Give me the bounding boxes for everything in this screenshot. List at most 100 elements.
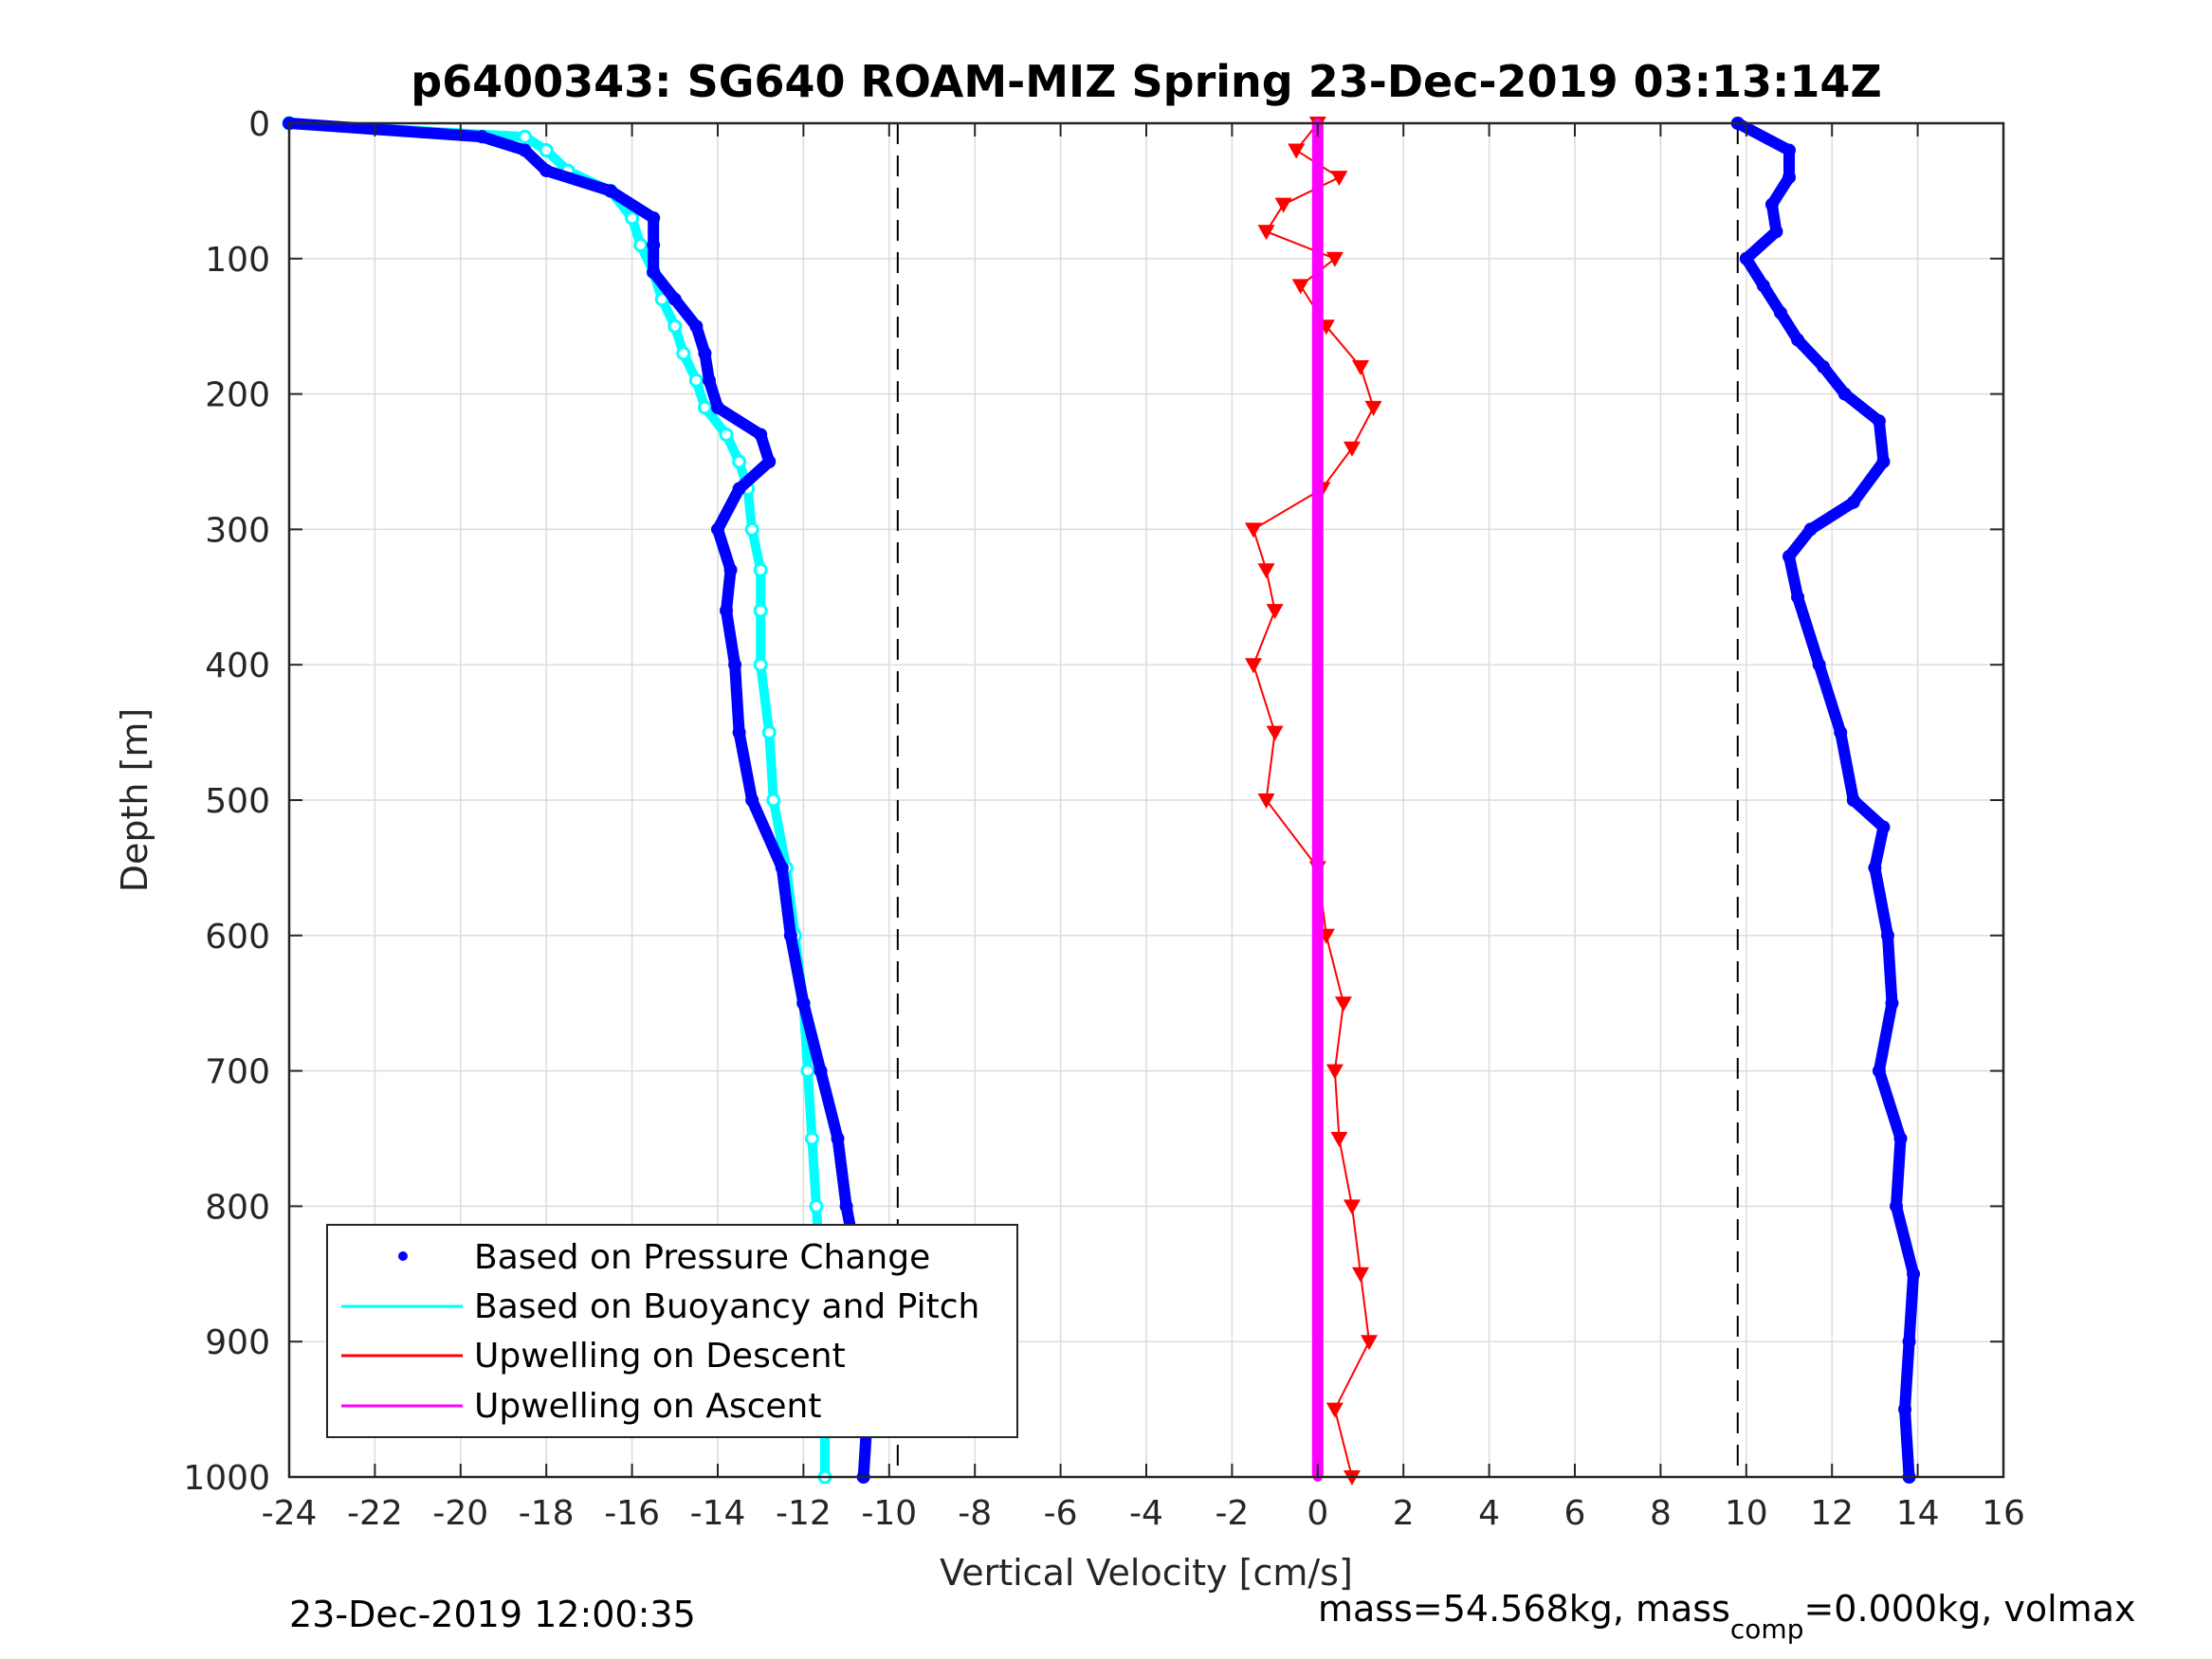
data-point [1739, 251, 1753, 265]
data-point [1274, 197, 1292, 213]
footer-mass-sub: comp [1730, 1613, 1804, 1645]
y-tick-label: 200 [205, 376, 270, 415]
data-point [1769, 225, 1783, 239]
data-point [697, 400, 712, 415]
series-layer [282, 116, 1921, 1486]
x-tick-label: -4 [1129, 1494, 1163, 1533]
chart-title: p6400343: SG640 ROAM-MIZ Spring 23-Dec-2… [411, 56, 1882, 107]
data-point [1257, 225, 1275, 241]
y-tick-label: 300 [205, 511, 270, 550]
data-point [1756, 279, 1770, 293]
y-tick-label: 900 [205, 1323, 270, 1362]
data-point [688, 373, 704, 388]
data-point [1872, 414, 1886, 428]
x-tick-label: 16 [1982, 1494, 2025, 1533]
data-point [775, 861, 789, 875]
legend-label-upwelling-descent: Upwelling on Descent [474, 1337, 846, 1376]
data-point [753, 562, 768, 577]
x-tick-label: -10 [861, 1494, 917, 1533]
data-point [1257, 563, 1275, 579]
data-point [1880, 928, 1894, 942]
data-point [1876, 455, 1891, 468]
x-tick-label: 0 [1307, 1494, 1328, 1533]
data-point [518, 143, 532, 157]
x-tick-label: 6 [1564, 1494, 1586, 1533]
ticks: -24 -22 -20 -18 -16 -14 -12 -10 -8 -6 -4 -2 0 2 4 6 8 10 1… [183, 105, 2025, 1533]
data-point [647, 265, 661, 280]
data-point [1334, 996, 1352, 1012]
footer-mass: mass=54.568kg, masscomp=0.000kg, volmax [1318, 1588, 2135, 1645]
data-point [732, 482, 746, 496]
data-point [1352, 1267, 1369, 1283]
data-point [1782, 549, 1796, 563]
data-point [1872, 1064, 1886, 1078]
data-point [1343, 1199, 1361, 1215]
y-tick-label: 1000 [183, 1459, 270, 1498]
data-point [732, 725, 746, 739]
x-tick-label: 10 [1725, 1494, 1768, 1533]
data-point [647, 238, 661, 252]
x-tick-label: -22 [347, 1494, 403, 1533]
y-tick-label: 600 [205, 918, 270, 957]
data-point [1817, 360, 1831, 374]
data-point [762, 455, 777, 468]
data-point [1890, 1199, 1903, 1213]
data-point [1902, 1335, 1916, 1349]
data-point [1288, 143, 1306, 159]
data-point [1245, 658, 1262, 674]
legend-label-upwelling-ascent: Upwelling on Ascent [474, 1387, 821, 1426]
legend-marker-pressure [398, 1251, 408, 1261]
x-tick-label: -16 [604, 1494, 660, 1533]
x-tick-label: -12 [776, 1494, 832, 1533]
x-axis-label: Vertical Velocity [cm/s] [940, 1552, 1353, 1594]
legend-label-pressure: Based on Pressure Change [474, 1238, 930, 1277]
data-point [1898, 1402, 1912, 1416]
x-tick-label: 2 [1393, 1494, 1415, 1533]
x-tick-label: -14 [690, 1494, 746, 1533]
series-based-on-pressure-change-ascent [1730, 117, 1921, 1484]
data-point [676, 346, 691, 361]
data-point [744, 521, 759, 537]
data-point [1876, 820, 1891, 834]
x-tick-label: -24 [262, 1494, 318, 1533]
y-tick-label: 400 [205, 647, 270, 685]
data-point [1364, 400, 1382, 416]
data-point [698, 346, 712, 360]
x-tick-label: 12 [1810, 1494, 1854, 1533]
data-point [800, 1064, 815, 1079]
data-point [814, 1064, 828, 1078]
y-tick-label: 0 [248, 105, 270, 144]
x-tick-label: -2 [1215, 1494, 1249, 1533]
legend: Based on Pressure Change Based on Buoyan… [326, 1224, 1018, 1438]
data-point [745, 793, 759, 807]
y-tick-label: 500 [205, 782, 270, 821]
data-point [604, 184, 617, 198]
data-point [625, 210, 640, 226]
data-point [719, 427, 734, 442]
data-point [702, 374, 716, 388]
data-point [1837, 387, 1852, 401]
data-point [667, 319, 683, 334]
data-point [1893, 1132, 1908, 1145]
data-point [689, 319, 704, 334]
data-point [1245, 522, 1262, 538]
data-point [728, 658, 742, 672]
data-point [766, 793, 781, 808]
legend-box [326, 1224, 1018, 1438]
data-point [796, 996, 811, 1011]
x-tick-label: -8 [958, 1494, 992, 1533]
data-point [804, 1131, 819, 1146]
x-tick-label: 8 [1650, 1494, 1672, 1533]
data-point [518, 129, 533, 144]
data-point [723, 563, 738, 577]
data-point [753, 657, 768, 672]
data-point [711, 400, 724, 414]
data-point [1291, 279, 1309, 295]
data-point [1330, 1132, 1348, 1147]
data-point [539, 163, 554, 177]
data-point [1266, 604, 1284, 620]
data-point [1325, 1064, 1344, 1080]
data-point [761, 725, 777, 740]
data-point [720, 604, 734, 618]
